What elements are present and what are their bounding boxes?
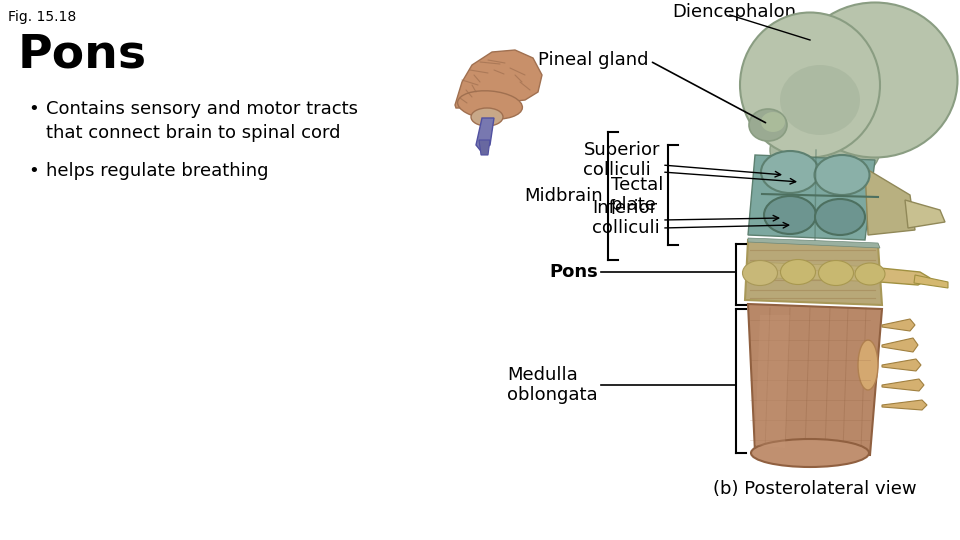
Text: Contains sensory and motor tracts
that connect brain to spinal cord: Contains sensory and motor tracts that c… bbox=[46, 100, 358, 141]
Ellipse shape bbox=[751, 439, 869, 467]
Polygon shape bbox=[479, 140, 490, 155]
Polygon shape bbox=[882, 400, 927, 410]
Polygon shape bbox=[455, 50, 542, 108]
Ellipse shape bbox=[814, 155, 870, 195]
Ellipse shape bbox=[858, 340, 878, 390]
Ellipse shape bbox=[815, 199, 865, 235]
Ellipse shape bbox=[749, 109, 787, 141]
Polygon shape bbox=[745, 240, 882, 305]
Polygon shape bbox=[748, 155, 875, 240]
Text: •: • bbox=[28, 162, 38, 180]
Text: helps regulate breathing: helps regulate breathing bbox=[46, 162, 269, 180]
Ellipse shape bbox=[761, 151, 819, 193]
Polygon shape bbox=[914, 275, 948, 288]
Text: •: • bbox=[28, 100, 38, 118]
Polygon shape bbox=[880, 268, 930, 285]
Text: Diencephalon: Diencephalon bbox=[672, 3, 796, 21]
Polygon shape bbox=[882, 359, 921, 371]
Text: (b) Posterolateral view: (b) Posterolateral view bbox=[713, 480, 917, 498]
Ellipse shape bbox=[780, 65, 860, 135]
Ellipse shape bbox=[458, 91, 522, 119]
Text: Medulla
oblongata: Medulla oblongata bbox=[508, 366, 598, 404]
Text: Tectal
plate: Tectal plate bbox=[611, 176, 663, 214]
Polygon shape bbox=[905, 200, 945, 228]
Ellipse shape bbox=[855, 263, 885, 285]
Text: Inferior
colliculi: Inferior colliculi bbox=[592, 199, 660, 238]
Ellipse shape bbox=[740, 12, 880, 158]
Ellipse shape bbox=[819, 260, 853, 286]
Ellipse shape bbox=[764, 196, 816, 234]
Polygon shape bbox=[882, 338, 918, 352]
Text: Pons: Pons bbox=[18, 32, 147, 77]
Ellipse shape bbox=[793, 3, 957, 158]
Polygon shape bbox=[882, 319, 915, 331]
Polygon shape bbox=[748, 304, 882, 455]
Polygon shape bbox=[865, 168, 915, 235]
Ellipse shape bbox=[770, 115, 880, 185]
Text: Superior
colliculi: Superior colliculi bbox=[584, 140, 660, 179]
Polygon shape bbox=[882, 379, 924, 391]
Text: Pineal gland: Pineal gland bbox=[538, 51, 648, 69]
Polygon shape bbox=[755, 315, 790, 448]
Text: Fig. 15.18: Fig. 15.18 bbox=[8, 10, 76, 24]
Ellipse shape bbox=[742, 260, 778, 286]
Ellipse shape bbox=[471, 108, 503, 126]
Text: Midbrain: Midbrain bbox=[524, 187, 603, 205]
Ellipse shape bbox=[780, 260, 815, 285]
Polygon shape bbox=[476, 118, 494, 150]
Polygon shape bbox=[748, 238, 880, 248]
Polygon shape bbox=[748, 262, 882, 282]
Ellipse shape bbox=[761, 112, 785, 132]
Text: Pons: Pons bbox=[549, 263, 598, 281]
